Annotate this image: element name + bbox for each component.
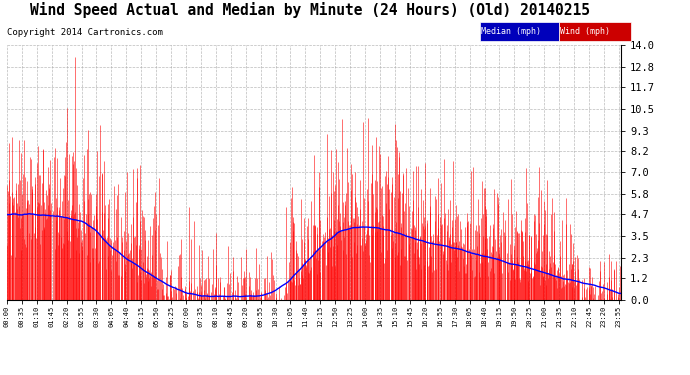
Text: Median (mph): Median (mph)	[481, 27, 541, 36]
Text: Wind (mph): Wind (mph)	[560, 27, 610, 36]
Text: Wind Speed Actual and Median by Minute (24 Hours) (Old) 20140215: Wind Speed Actual and Median by Minute (…	[30, 2, 591, 18]
Text: Copyright 2014 Cartronics.com: Copyright 2014 Cartronics.com	[7, 28, 163, 37]
